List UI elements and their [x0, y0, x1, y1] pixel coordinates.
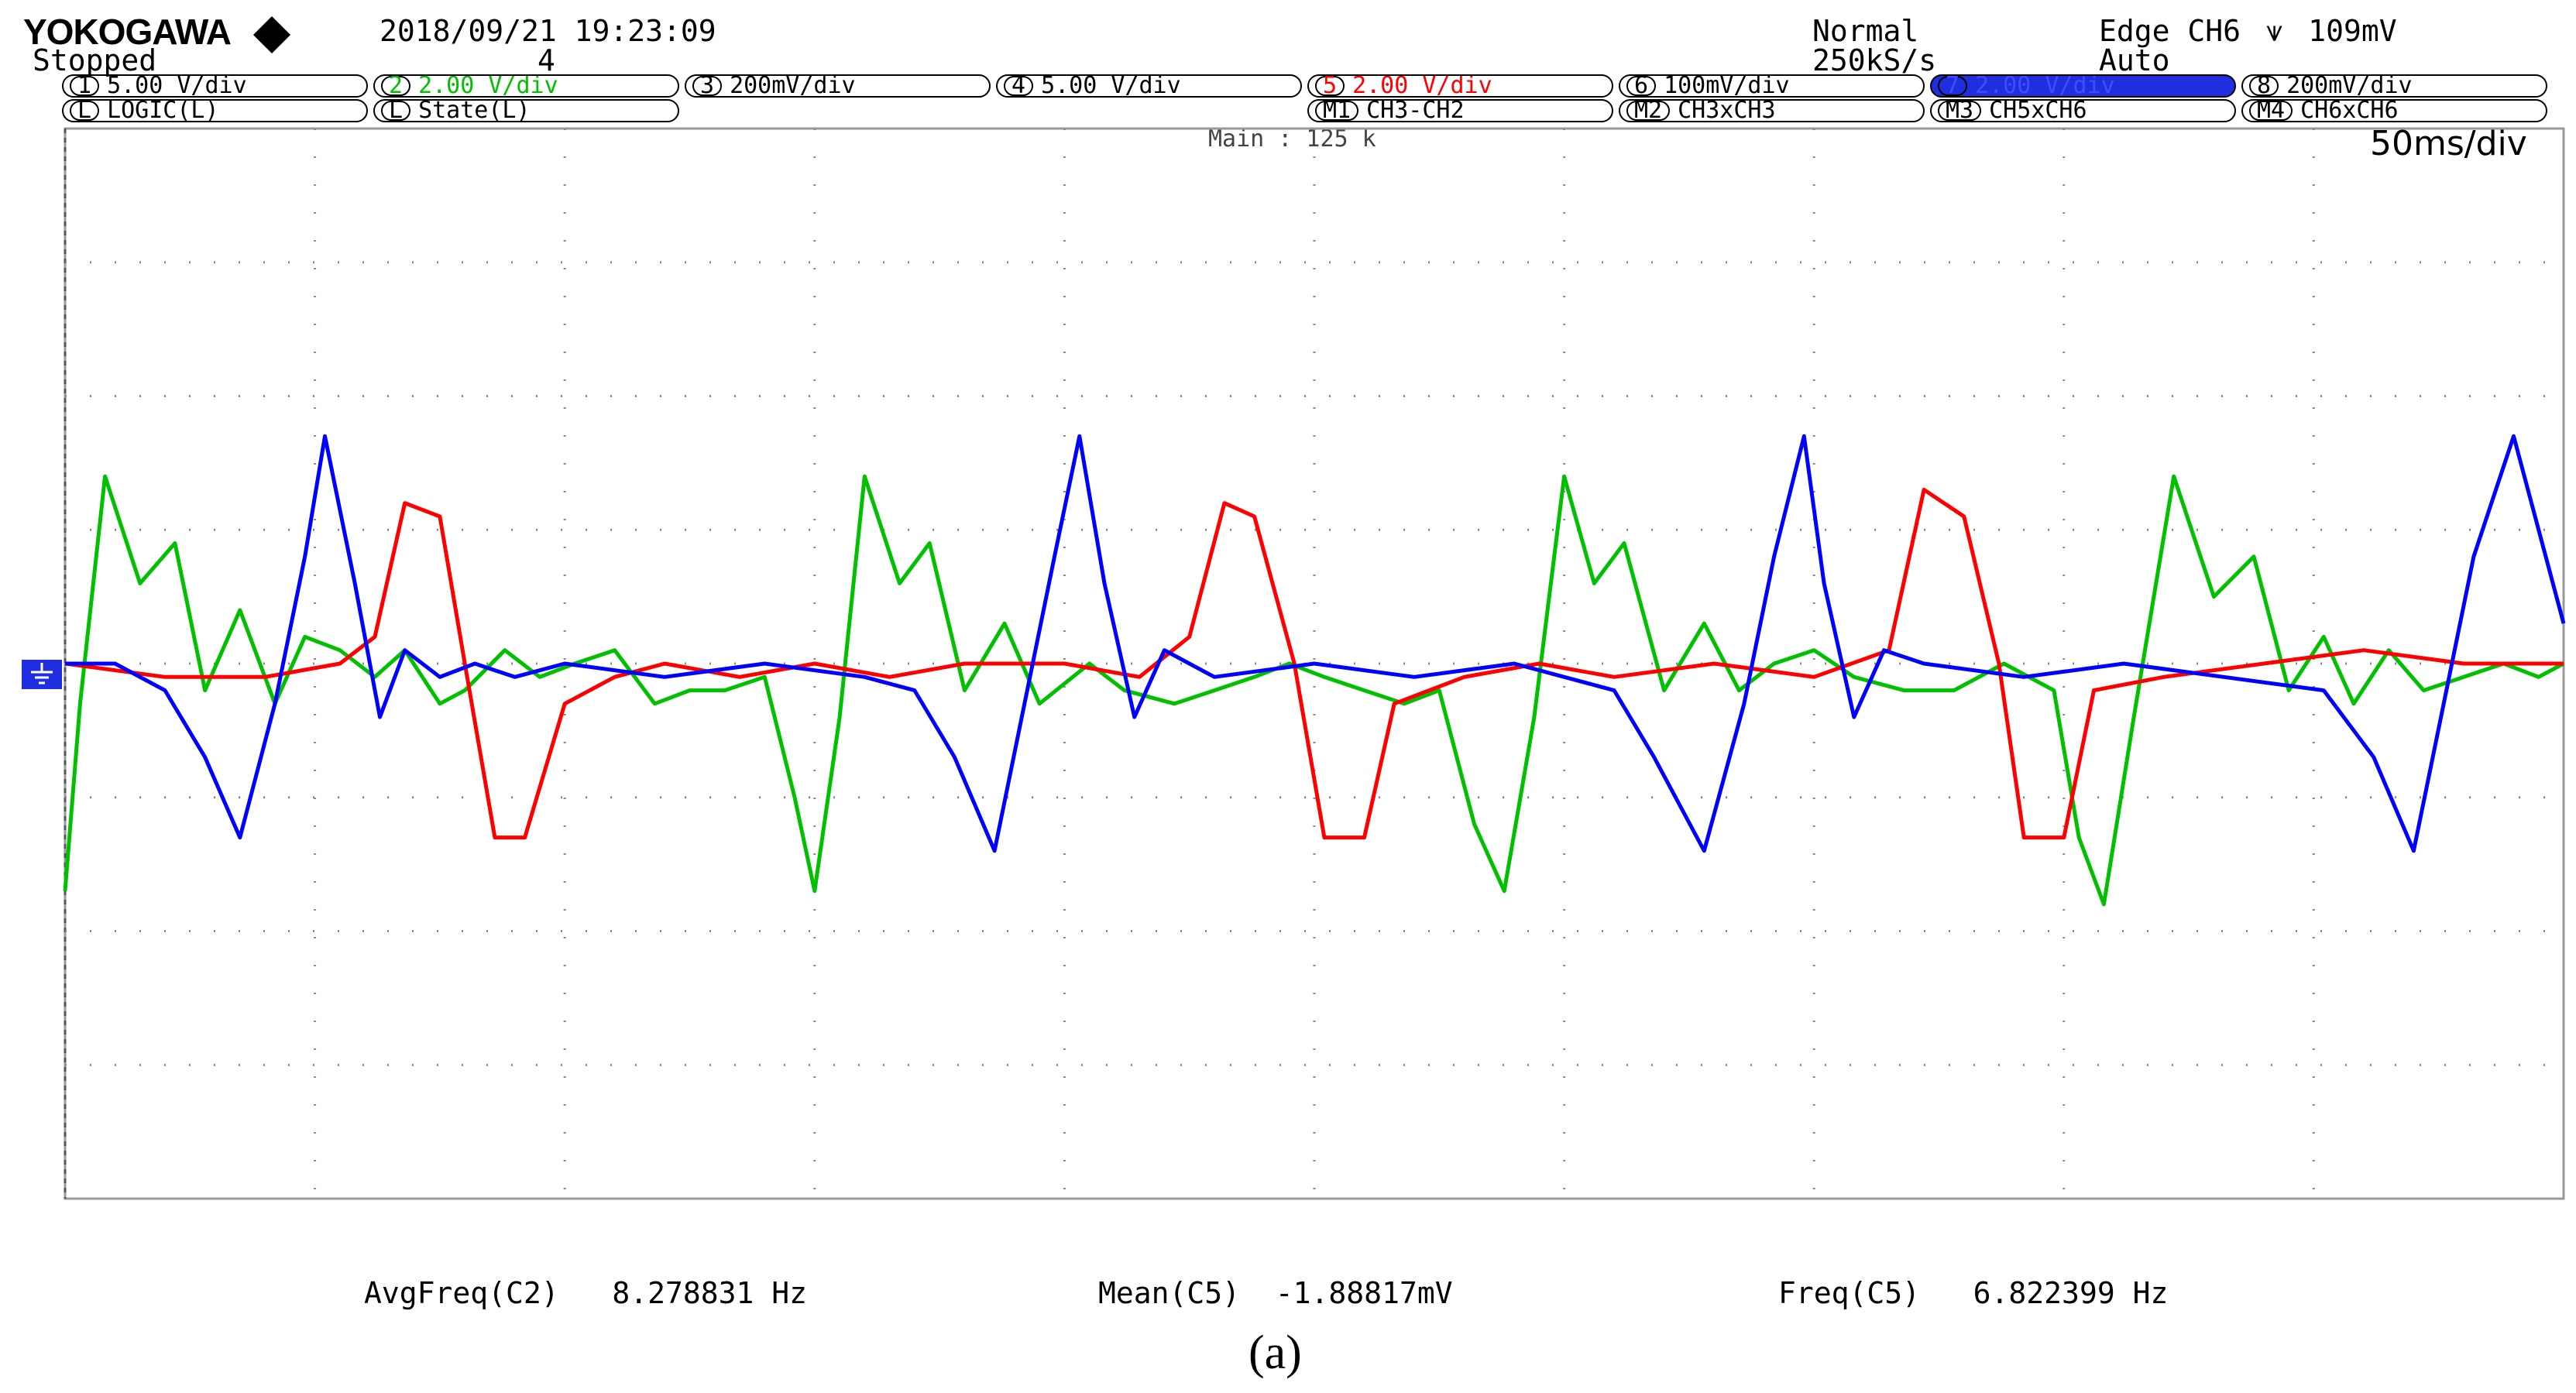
channel-5-num: 5	[1315, 76, 1345, 96]
channel-6-scale: 100mV/div	[1664, 74, 1790, 98]
math-channel-3[interactable]: M3 CH5xCH6	[1930, 99, 2236, 122]
channel-5-scale: 2.00 V/div	[1352, 74, 1492, 98]
channel-2-scale: 2.00 V/div	[418, 74, 558, 98]
measurement-avgfreq-value: 8.278831 Hz	[612, 1276, 807, 1310]
channel-7-scale: 2.00 V/div	[1975, 74, 2115, 98]
trace-series-1	[63, 474, 2565, 907]
acquisition-status: Stopped	[33, 43, 157, 77]
channel-6-num: 6	[1626, 76, 1657, 96]
logic-channel-label: LOGIC(L)	[107, 99, 219, 122]
state-channel-label: State(L)	[418, 99, 531, 122]
channel-4-scale: 5.00 V/div	[1041, 74, 1181, 98]
trigger-mode-normal: Normal	[1812, 14, 1919, 48]
channel-3-scale: 200mV/div	[730, 74, 856, 98]
trace-series-3	[65, 434, 2566, 853]
ground-icon	[31, 663, 53, 684]
channel-1-scale: 5.00 V/div	[107, 74, 247, 98]
math-channel-3-num: M3	[1938, 101, 1982, 121]
math-channel-1-label: CH3-CH2	[1366, 99, 1465, 122]
math-channel-2[interactable]: M2 CH3xCH3	[1619, 99, 1925, 122]
state-channel-num: L	[381, 101, 411, 121]
acquisition-count: 4	[538, 43, 555, 77]
math-channel-4[interactable]: M4 CH6xCH6	[2241, 99, 2547, 122]
logic-channel[interactable]: L LOGIC(L)	[62, 99, 368, 122]
channel-3-num: 3	[692, 76, 723, 96]
channel-6[interactable]: 6 100mV/div	[1619, 74, 1925, 98]
measurement-freq: Freq(C5) 6.822399 Hz	[1778, 1276, 2168, 1310]
channel-2[interactable]: 2 2.00 V/div	[373, 74, 679, 98]
grid	[65, 129, 2564, 1199]
datetime: 2018/09/21 19:23:09	[380, 14, 716, 48]
channel-2-num: 2	[381, 76, 411, 96]
channel-1-num: 1	[70, 76, 100, 96]
trigger-source-label: Edge CH6	[2099, 14, 2241, 48]
timebase: 50ms/div	[2370, 124, 2527, 163]
math-channel-2-num: M2	[1626, 101, 1671, 121]
logic-channel-num: L	[70, 101, 100, 121]
channel-7[interactable]: 7 2.00 V/div	[1930, 74, 2236, 98]
math-channel-4-label: CH6xCH6	[2300, 99, 2399, 122]
channel-8[interactable]: 8 200mV/div	[2241, 74, 2547, 98]
sample-rate: 250kS/s	[1812, 43, 1937, 77]
channel-7-num: 7	[1938, 76, 1968, 96]
measurement-mean-value: -1.88817mV	[1275, 1276, 1453, 1310]
channel-4[interactable]: 4 5.00 V/div	[996, 74, 1302, 98]
channel-8-scale: 200mV/div	[2286, 74, 2413, 98]
trace-series-2	[64, 487, 2564, 840]
measurement-freq-label: Freq(C5)	[1778, 1276, 1921, 1310]
math-channel-1-num: M1	[1315, 101, 1359, 121]
figure-caption: (a)	[1249, 1326, 1302, 1379]
trigger-source: Edge CH6 ⩛ 109mV	[2099, 14, 2397, 49]
measurement-mean-label: Mean(C5)	[1098, 1276, 1241, 1310]
math-channel-3-label: CH5xCH6	[1989, 99, 2087, 122]
measurement-avgfreq: AvgFreq(C2) 8.278831 Hz	[364, 1276, 807, 1310]
falling-edge-icon: ⩛	[2265, 14, 2283, 48]
measurement-mean: Mean(C5) -1.88817mV	[1098, 1276, 1453, 1310]
channel-1[interactable]: 1 5.00 V/div	[62, 74, 368, 98]
math-channel-2-label: CH3xCH3	[1678, 99, 1776, 122]
traces	[63, 434, 2566, 907]
channel-8-num: 8	[2249, 76, 2279, 96]
math-channel-4-num: M4	[2249, 101, 2293, 121]
measurement-avgfreq-label: AvgFreq(C2)	[364, 1276, 559, 1310]
channel-4-num: 4	[1004, 76, 1034, 96]
brand-logo: YOKOGAWA	[23, 11, 291, 53]
trigger-auto: Auto	[2099, 43, 2170, 77]
state-channel[interactable]: L State(L)	[373, 99, 679, 122]
trigger-level: 109mV	[2308, 14, 2397, 48]
channel-3[interactable]: 3 200mV/div	[685, 74, 991, 98]
math-channel-1[interactable]: M1 CH3-CH2	[1307, 99, 1613, 122]
channel-5[interactable]: 5 2.00 V/div	[1307, 74, 1613, 98]
main-record-length: Main : 125 k	[1208, 125, 1376, 153]
measurement-freq-value: 6.822399 Hz	[1973, 1276, 2169, 1310]
brand-text: YOKOGAWA	[23, 12, 230, 52]
